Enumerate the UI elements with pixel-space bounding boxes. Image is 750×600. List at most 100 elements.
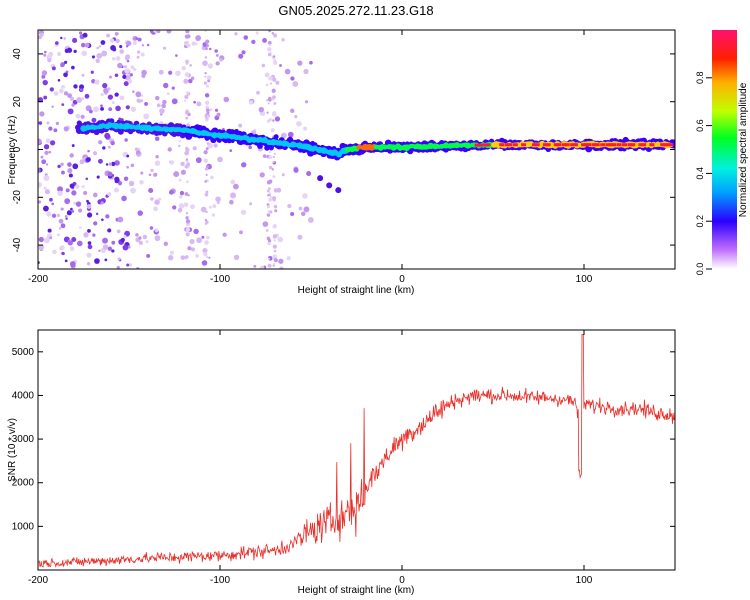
- band-peak-max: [605, 143, 611, 147]
- spectral-speckle: [69, 96, 75, 101]
- spectral-speckle: [43, 95, 48, 100]
- spectral-speckle: [206, 44, 210, 47]
- spectral-speckle: [55, 41, 59, 45]
- spectral-speckle: [130, 187, 136, 194]
- spectral-speckle: [135, 150, 141, 155]
- spectral-speckle: [272, 77, 277, 82]
- spectral-speckle: [137, 37, 142, 42]
- band-peak-max: [668, 143, 674, 147]
- band-peak-max: [504, 143, 510, 147]
- spectral-speckle: [175, 70, 181, 77]
- spectral-speckle: [214, 49, 218, 53]
- spectral-speckle: [67, 93, 73, 99]
- spectral-speckle: [185, 216, 189, 220]
- band-cell: [230, 138, 235, 144]
- band-peak-max: [592, 143, 598, 147]
- spectral-speckle: [156, 30, 161, 34]
- spectral-speckle: [195, 35, 202, 41]
- band-peak-max: [564, 143, 570, 147]
- spectrogram-x-ticks: -200 -100 0 100: [28, 30, 593, 285]
- spectral-speckle: [206, 256, 209, 259]
- spectral-speckle: [66, 47, 73, 53]
- spectral-speckle: [71, 103, 75, 107]
- spectral-speckle: [279, 266, 284, 269]
- spectral-speckle: [215, 196, 221, 203]
- spectral-speckle: [153, 172, 158, 177]
- band-peak-max: [583, 143, 589, 147]
- spectral-speckle: [96, 52, 103, 59]
- spectral-speckle: [64, 259, 68, 263]
- spectral-speckle: [205, 108, 210, 112]
- band-peak-max: [581, 143, 587, 147]
- spectral-speckle: [185, 212, 189, 215]
- spectral-speckle: [238, 53, 244, 59]
- spectral-speckle: [49, 236, 53, 240]
- spectral-speckle: [206, 142, 210, 145]
- spectral-speckle: [163, 82, 169, 89]
- spectral-speckle: [111, 161, 116, 167]
- spectral-speckle: [57, 79, 61, 82]
- spectral-speckle: [50, 140, 56, 146]
- spectral-speckle: [127, 79, 133, 84]
- spectral-speckle: [275, 80, 280, 85]
- spectral-speckle: [61, 170, 65, 175]
- spectral-speckle: [208, 256, 211, 259]
- spectral-speckle: [48, 126, 53, 131]
- spectral-speckle: [212, 204, 217, 209]
- spectral-speckle: [107, 192, 112, 197]
- spectral-speckle: [104, 132, 111, 139]
- snr-series-line: [38, 334, 675, 568]
- spectral-speckle: [109, 38, 115, 43]
- spectral-speckle: [154, 160, 161, 166]
- spectral-speckle: [148, 187, 154, 194]
- spectral-speckle: [86, 262, 91, 266]
- spectral-speckle: [112, 57, 116, 61]
- spectral-speckle: [232, 183, 239, 190]
- spectral-speckle: [123, 81, 129, 87]
- spectral-speckle: [65, 188, 70, 193]
- spectral-speckle: [273, 188, 279, 193]
- spectral-speckle: [137, 50, 141, 54]
- spectral-speckle: [271, 88, 276, 93]
- band-peak-max: [477, 143, 483, 147]
- spectral-speckle: [272, 224, 277, 229]
- spectral-speckle: [203, 252, 208, 257]
- y-tick-label: -20: [12, 190, 23, 205]
- spectral-speckle: [98, 140, 103, 145]
- x-tick-label: 0: [399, 575, 405, 586]
- spectral-speckle: [185, 232, 190, 237]
- spectral-speckle: [206, 115, 210, 119]
- spectral-speckle: [189, 239, 195, 245]
- spectral-speckle: [258, 106, 265, 113]
- spectral-speckle: [76, 97, 82, 103]
- spectral-speckle: [86, 204, 92, 209]
- spectral-speckle: [267, 238, 272, 243]
- spectral-speckle: [163, 46, 167, 50]
- spectral-speckle: [265, 83, 269, 87]
- spectral-speckle: [175, 54, 178, 57]
- spectral-speckle: [126, 263, 130, 267]
- spectral-speckle: [223, 96, 230, 103]
- spectral-speckle: [281, 173, 285, 177]
- spectral-speckle: [43, 186, 47, 190]
- spectral-speckle: [208, 47, 212, 51]
- spectral-speckle: [188, 78, 193, 84]
- spectral-speckle: [140, 171, 144, 175]
- spectral-speckle: [191, 247, 196, 252]
- spectral-speckle: [205, 84, 210, 88]
- spectral-speckle: [272, 55, 276, 58]
- spectral-speckle: [266, 189, 270, 193]
- snr-panel: -200 -100 0 100 1000 2000 3000 4000 5000 Height…: [7, 329, 676, 596]
- band-peak-max: [662, 143, 668, 147]
- spectral-speckle: [123, 176, 129, 181]
- spectral-speckle: [230, 179, 236, 185]
- spectral-speckle: [125, 45, 129, 48]
- spectral-speckle: [146, 253, 151, 258]
- spectral-speckle: [81, 97, 85, 101]
- spectral-speckle: [72, 37, 78, 44]
- spectral-speckle: [118, 117, 122, 121]
- spectral-speckle: [107, 171, 113, 177]
- spectral-speckle: [87, 241, 92, 245]
- spectral-speckle: [207, 143, 213, 149]
- spectral-speckle: [181, 65, 187, 71]
